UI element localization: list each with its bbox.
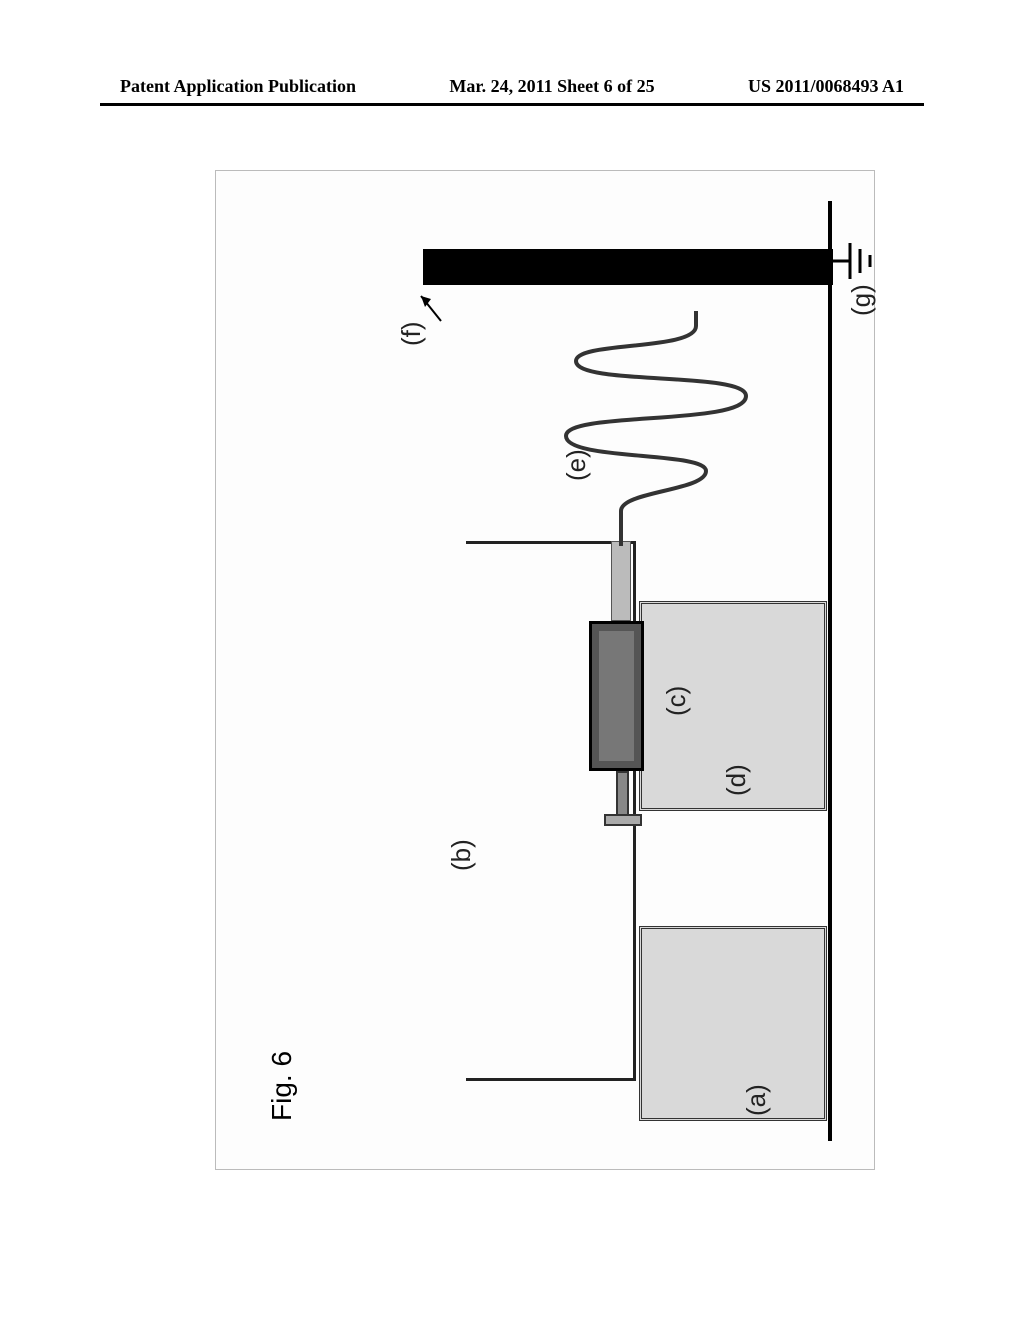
- figure-title: Fig. 6: [266, 1051, 298, 1121]
- post-f: [423, 249, 833, 285]
- label-e: (e): [561, 449, 592, 481]
- header-right: US 2011/0068493 A1: [748, 76, 904, 97]
- label-c: (c): [661, 686, 692, 716]
- label-a: (a): [741, 1084, 772, 1116]
- figure-6: Fig. 6 (a) (b) (d) (c) (e) (f) (g): [215, 170, 875, 1170]
- tank-a: [639, 926, 827, 1121]
- header-center: Mar. 24, 2011 Sheet 6 of 25: [449, 76, 654, 97]
- coil-e: [546, 311, 766, 551]
- label-g: (g): [846, 284, 877, 316]
- baseline-floor: [828, 201, 832, 1141]
- label-b: (b): [446, 839, 477, 871]
- cylinder-inner: [599, 631, 634, 761]
- label-d: (d): [721, 764, 752, 796]
- header-rule: [100, 103, 924, 106]
- piston-rod-left: [616, 771, 629, 816]
- header-left: Patent Application Publication: [120, 76, 356, 97]
- ground-symbol-icon: [830, 231, 890, 291]
- piston-foot: [604, 814, 642, 826]
- piston-rod-right: [611, 541, 631, 621]
- page-header: Patent Application Publication Mar. 24, …: [0, 76, 1024, 97]
- label-f: (f): [396, 321, 427, 346]
